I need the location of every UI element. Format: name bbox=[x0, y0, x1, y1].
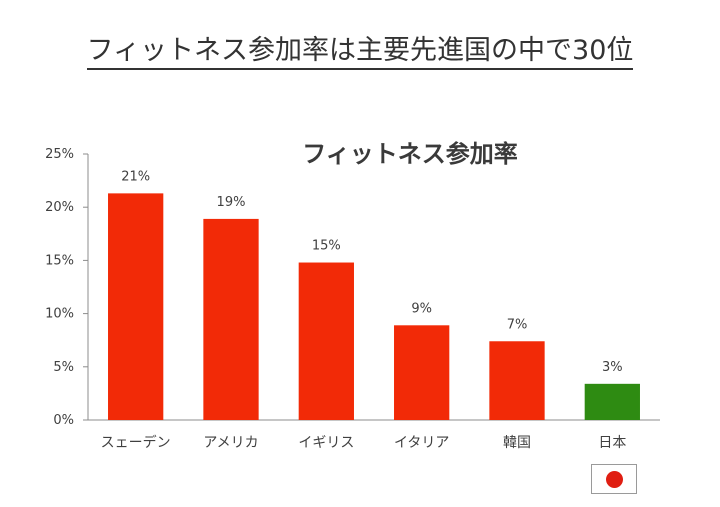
data-label: 15% bbox=[312, 239, 341, 254]
bar bbox=[298, 262, 354, 420]
y-tick-label: 15% bbox=[45, 253, 74, 268]
y-tick-label: 25% bbox=[45, 147, 74, 162]
x-tick-label: スェーデン bbox=[101, 434, 171, 451]
data-label: 7% bbox=[507, 317, 528, 332]
bar bbox=[394, 325, 450, 420]
data-label: 21% bbox=[121, 169, 150, 184]
x-tick-label: アメリカ bbox=[203, 435, 258, 451]
y-tick-label: 5% bbox=[53, 360, 74, 375]
x-tick-label: 韓国 bbox=[503, 435, 531, 451]
chart-title: フィットネス参加率 bbox=[302, 140, 518, 168]
y-axis: 0% 5% 10% 15% 20% 25% bbox=[45, 147, 89, 428]
x-tick-label: イギリス bbox=[298, 435, 354, 451]
page-title: フィットネス参加率は主要先進国の中で30位 bbox=[0, 28, 720, 70]
data-label: 3% bbox=[602, 360, 623, 375]
data-label: 19% bbox=[217, 195, 246, 210]
y-tick-label: 20% bbox=[45, 200, 74, 215]
bars bbox=[108, 193, 640, 420]
bar bbox=[584, 383, 640, 420]
x-axis: スェーデン アメリカ イギリス イタリア 韓国 日本 bbox=[88, 419, 660, 451]
x-tick-label: イタリア bbox=[394, 435, 449, 451]
flag-disc bbox=[606, 471, 623, 488]
y-tick-label: 10% bbox=[45, 307, 74, 322]
x-tick-label: 日本 bbox=[598, 435, 626, 451]
bar bbox=[489, 341, 545, 420]
bar bbox=[203, 218, 259, 420]
japan-flag-icon bbox=[591, 464, 637, 494]
bar bbox=[108, 193, 164, 420]
data-label: 9% bbox=[411, 301, 432, 316]
data-labels: 21% 19% 15% 9% 7% 3% bbox=[121, 169, 622, 374]
y-tick-label: 0% bbox=[53, 413, 74, 428]
